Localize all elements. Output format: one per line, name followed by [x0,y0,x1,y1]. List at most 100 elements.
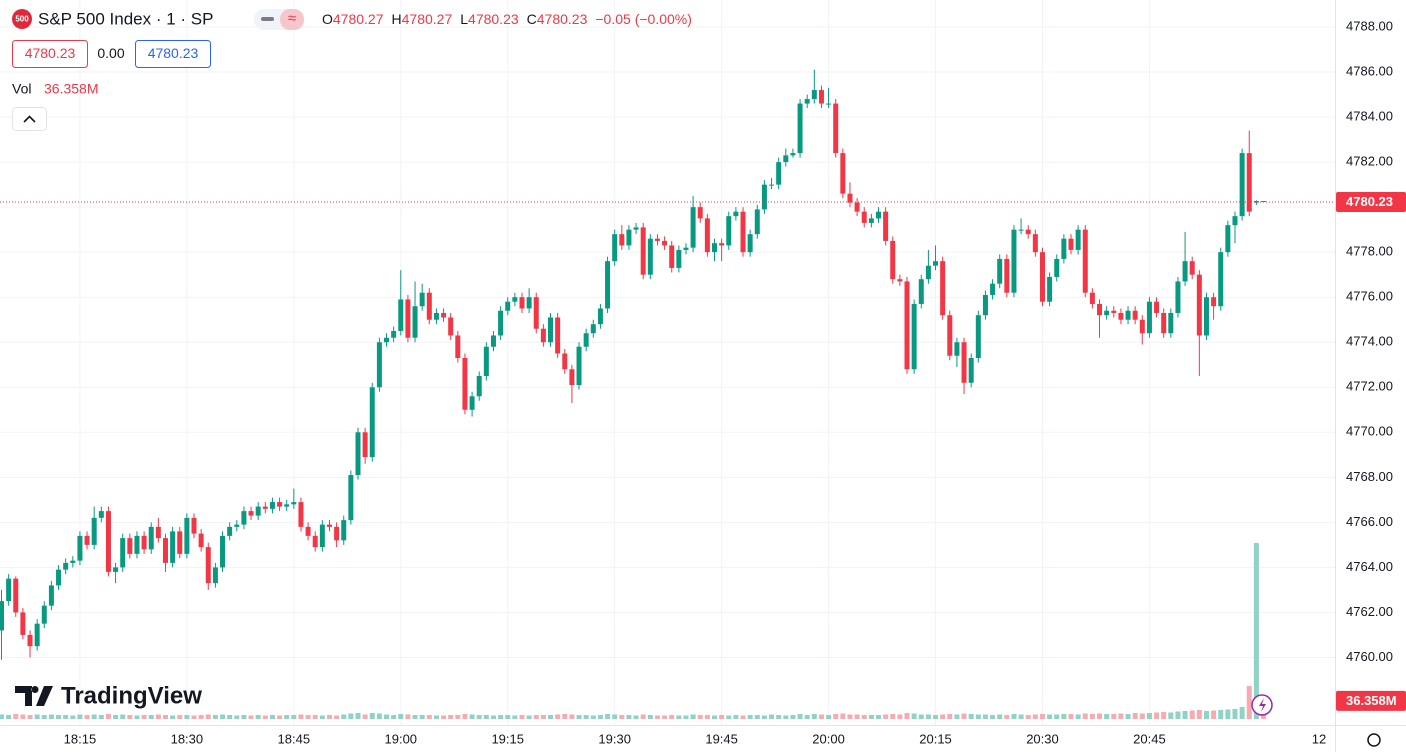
volume-bar [1082,713,1088,719]
buy-button[interactable] [135,40,211,68]
candle-body [740,211,746,253]
volume-bar [348,713,354,719]
candle-body [291,502,297,505]
volume-name: Vol [12,81,31,97]
toggle-active[interactable] [280,9,304,30]
volume-bar [997,714,1003,719]
candle-body [868,218,874,223]
volume-bar [1154,712,1160,719]
volume-bar [1218,710,1224,719]
last-price-label: 4780.23 [1346,194,1393,209]
candle-body [990,283,996,295]
candle-body [63,562,69,570]
candle-body [1154,301,1160,313]
candle-body [1089,292,1095,304]
volume-bar [34,714,40,719]
candle-body [918,279,924,304]
volume-bar [405,714,411,719]
ohlc-value: 4780.27 [333,11,384,27]
candle-body [419,292,425,307]
collapse-button[interactable] [12,107,47,131]
volume-bar [227,715,233,719]
candle-body [640,227,646,275]
candle-body [540,328,546,343]
candle-body [1211,297,1217,307]
symbol-title[interactable]: S&P 500 Index · 1 · SP [38,9,213,28]
candle-body [975,315,981,358]
volume-bar [861,715,867,719]
candle-body [341,520,347,541]
y-tick-label: 4764.00 [1346,559,1393,574]
candle-body [412,306,418,338]
buy-price: 4780.23 [148,45,199,61]
volume-bar [883,714,889,719]
symbol-badge[interactable] [12,9,32,29]
candle-body [48,585,54,606]
volume-bar [170,715,176,719]
candle-body [1075,229,1081,250]
volume-bar [441,715,447,719]
candle-body [840,153,846,194]
volume-bar [947,714,953,719]
candle-body [790,153,796,156]
candle-body [469,396,475,410]
settings-icon[interactable] [1367,733,1381,747]
volume-bar [1068,714,1074,719]
volume-bar [105,714,111,719]
candle-body [562,353,568,370]
volume-bar [334,715,340,719]
volume-bar [797,714,803,719]
candle-body [519,297,525,309]
candle-body [455,335,461,358]
volume-bar [248,715,254,719]
volume-bar [790,715,796,719]
volume-bar [455,715,461,719]
volume-bar [198,715,204,719]
volume-bar [897,714,903,719]
candle-body [997,258,1003,284]
candle-body [1118,312,1124,320]
volume-bar [220,714,226,719]
candle-body [1039,252,1045,302]
volume-bar [1146,713,1152,719]
sell-button[interactable] [12,40,88,68]
change-label: −0.05 (−0.00%) [595,11,692,27]
candle-body [326,524,332,527]
volume-bar [398,714,404,719]
volume-bar [1032,714,1038,719]
volume-box [1336,690,1406,711]
volume-bar [1239,707,1245,719]
candle-body [1253,201,1259,203]
y-tick-label: 4776.00 [1346,289,1393,304]
y-tick-label: 4788.00 [1346,18,1393,33]
candle-body [1161,312,1167,334]
candle-body [426,292,432,320]
sell-price: 4780.23 [25,45,76,61]
y-tick-label: 4762.00 [1346,604,1393,619]
volume-bar [1132,713,1138,719]
volume-bar [212,715,218,719]
volume-bar [654,715,660,719]
volume-bar [633,715,639,719]
candle-body [683,247,689,250]
candle-body [719,243,725,246]
candle-body [1175,281,1181,313]
candle-body [398,299,404,331]
volume-bar [177,715,183,719]
candle-body [612,234,618,262]
candle-body [833,103,839,154]
volume-bar [1182,711,1188,719]
candle-body [248,511,254,516]
volume-bar [548,715,554,719]
ohlc-value: 4780.23 [468,11,519,27]
volume-bar [968,714,974,719]
volume-bar [326,715,332,719]
candle-body [384,337,390,343]
x-tick-label: 19:45 [705,731,738,746]
volume-bar [127,715,133,719]
candle-body [747,234,753,253]
volume-bar [141,715,147,719]
volume-bar [505,715,511,719]
candle-body [298,502,304,527]
candle-body [733,211,739,217]
